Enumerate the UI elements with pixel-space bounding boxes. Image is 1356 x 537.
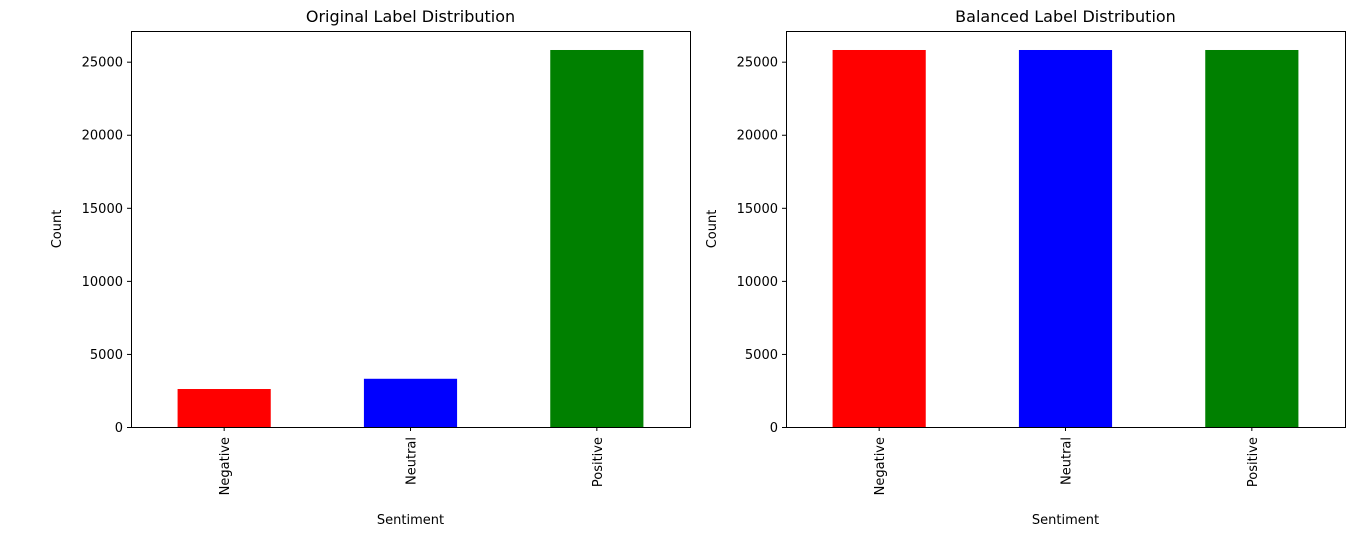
y-tick-label: 0 — [115, 421, 123, 436]
chart-title: Original Label Distribution — [306, 7, 515, 26]
y-tick-label: 5000 — [745, 348, 778, 363]
y-tick-label: 25000 — [737, 56, 778, 71]
y-tick-label: 20000 — [737, 129, 778, 144]
bar-negative — [832, 49, 926, 428]
x-tick-label-positive: Positive — [591, 437, 606, 487]
bar-positive — [550, 49, 644, 428]
y-tick-label: 0 — [770, 421, 778, 436]
bar-positive — [1205, 49, 1299, 428]
x-tick-label-negative: Negative — [218, 437, 233, 495]
bar-neutral — [1018, 49, 1113, 428]
y-tick-label: 10000 — [737, 275, 778, 290]
y-tick-label: 10000 — [82, 275, 123, 290]
chart-original-distribution: 0 5000 10000 15000 20000 25000 Negative Neutral… — [50, 7, 691, 528]
y-tick-label: 25000 — [82, 56, 123, 71]
x-tick-label-neutral: Neutral — [405, 437, 420, 485]
bar-neutral — [363, 378, 458, 427]
chart-balanced-distribution: 0 5000 10000 15000 20000 25000 Negative Neutral… — [705, 7, 1346, 528]
x-axis-label: Sentiment — [377, 513, 444, 528]
y-tick-label: 20000 — [82, 129, 123, 144]
x-axis-label: Sentiment — [1032, 513, 1099, 528]
y-axis-label: Count — [50, 210, 65, 249]
bar-negative — [177, 389, 271, 427]
y-tick-label: 5000 — [90, 348, 123, 363]
chart-title: Balanced Label Distribution — [955, 7, 1176, 26]
x-tick-label-positive: Positive — [1246, 437, 1261, 487]
y-tick-label: 15000 — [737, 202, 778, 217]
y-tick-label: 15000 — [82, 202, 123, 217]
y-axis-label: Count — [705, 210, 720, 249]
x-tick-label-negative: Negative — [873, 437, 888, 495]
x-tick-label-neutral: Neutral — [1060, 437, 1075, 485]
